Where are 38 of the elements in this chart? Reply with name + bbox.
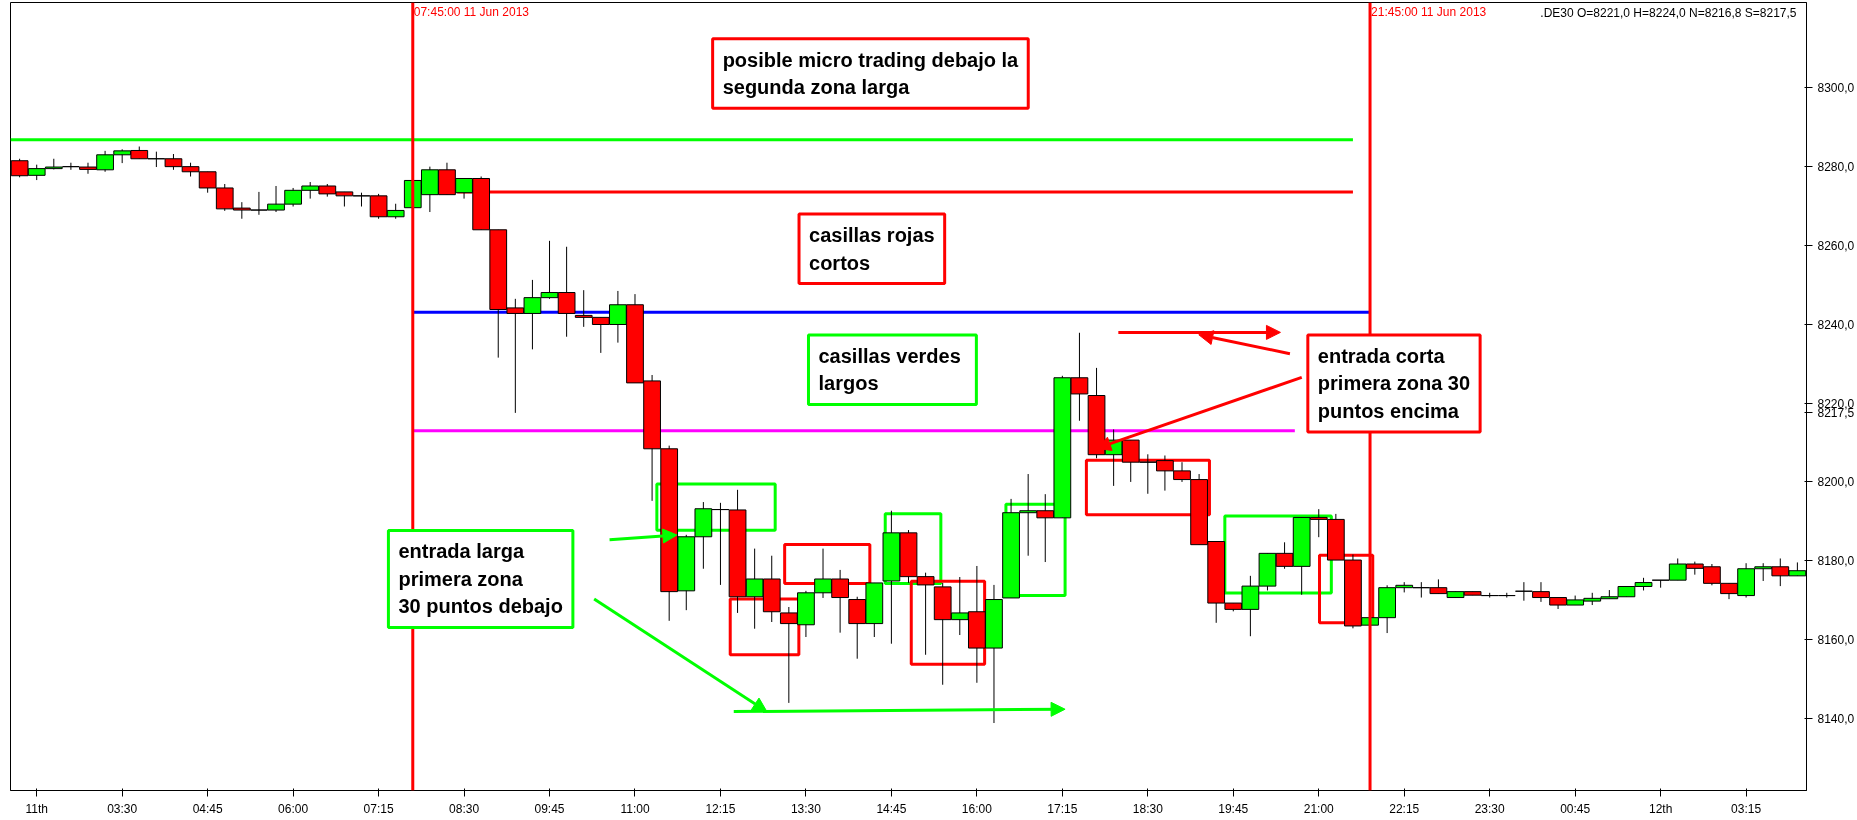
x-tick-label: 09:45 xyxy=(534,801,565,816)
y-tick-label: 8280,0 xyxy=(1817,159,1855,174)
annotation: entrada larga primera zona 30 puntos debajo xyxy=(398,540,563,618)
x-tick-label: 21:00 xyxy=(1303,801,1335,816)
x-tick-label: 08:30 xyxy=(449,801,480,816)
y-tick-label: 8300,0 xyxy=(1817,80,1855,95)
annotation: entrada corta primera zona 30 puntos encima xyxy=(1317,344,1471,422)
x-tick-label: 23:30 xyxy=(1474,801,1506,816)
x-tick-label: 04:45 xyxy=(192,801,223,816)
y-tick-label: 8160,0 xyxy=(1817,633,1855,648)
x-tick-label: 17:15 xyxy=(1047,801,1078,816)
y-tick-label: 8140,0 xyxy=(1817,712,1855,727)
annotation: posible micro trading debajo la segunda zona larga xyxy=(722,48,1020,99)
x-tick-label: 13:30 xyxy=(790,801,822,816)
x-tick-label: 14:45 xyxy=(876,801,907,816)
ref-line-label: 07:45:00 11 Jun 2013 xyxy=(413,4,530,19)
x-tick-label: 06:00 xyxy=(278,801,309,816)
x-tick-label: 22:15 xyxy=(1389,801,1420,816)
x-tick-label: 03:30 xyxy=(107,801,138,816)
x-tick-label: 19:45 xyxy=(1218,801,1249,816)
x-tick-label: 07:15 xyxy=(363,801,394,816)
x-tick-label: 11:00 xyxy=(620,801,650,816)
y-tick-label: 8220,0 xyxy=(1817,396,1855,411)
annotation: casillas verdes largos xyxy=(818,344,961,395)
y-tick-label: 8240,0 xyxy=(1817,317,1855,332)
y-tick-label: 8200,0 xyxy=(1817,475,1855,490)
x-tick-label: 11th xyxy=(25,801,48,816)
ref-line-label: 21:45:00 11 Jun 2013 xyxy=(1371,4,1487,19)
annotation: .DE30 O=8221,0 H=8224,0 N=8216,8 S=8217,5 xyxy=(1540,5,1797,20)
y-tick-label: 8260,0 xyxy=(1817,238,1855,253)
x-tick-label: 12:15 xyxy=(705,801,736,816)
x-tick-label: 12th xyxy=(1648,801,1673,816)
x-tick-label: 16:00 xyxy=(961,801,993,816)
x-tick-label: 03:15 xyxy=(1731,801,1762,816)
x-tick-label: 18:30 xyxy=(1132,801,1164,816)
annotation: casillas rojas cortos xyxy=(809,224,935,274)
x-tick-label: 00:45 xyxy=(1560,801,1591,816)
y-tick-label: 8180,0 xyxy=(1817,554,1855,569)
